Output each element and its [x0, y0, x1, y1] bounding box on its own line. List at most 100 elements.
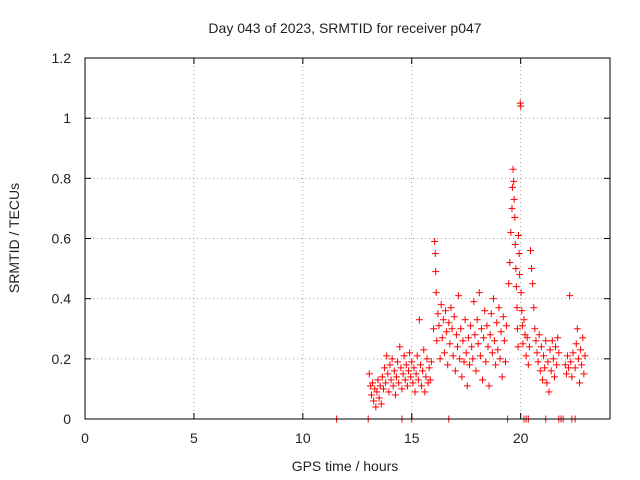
- data-point: [383, 352, 391, 360]
- data-point: [505, 280, 513, 288]
- data-point: [510, 195, 518, 203]
- data-point: [390, 367, 398, 375]
- data-point: [515, 231, 523, 239]
- data-point: [432, 289, 440, 297]
- data-point: [464, 334, 472, 342]
- data-point: [455, 292, 463, 300]
- data-point: [375, 394, 383, 402]
- data-point: [569, 349, 577, 357]
- data-point: [532, 337, 540, 345]
- data-point: [439, 316, 447, 324]
- data-point: [548, 337, 556, 345]
- data-point: [511, 213, 519, 221]
- data-point: [513, 304, 521, 312]
- data-point: [387, 376, 395, 384]
- data-point: [580, 370, 588, 378]
- data-point: [492, 361, 500, 369]
- data-point: [517, 102, 525, 110]
- data-point: [414, 376, 422, 384]
- data-point: [378, 373, 386, 381]
- y-tick-label: 0: [63, 411, 71, 427]
- data-point: [503, 322, 511, 330]
- data-point: [454, 343, 462, 351]
- data-point: [542, 337, 550, 345]
- data-point: [367, 391, 375, 399]
- data-point: [457, 325, 465, 333]
- data-point: [446, 340, 454, 348]
- y-tick-label: 0.8: [52, 170, 72, 186]
- data-point: [395, 379, 403, 387]
- data-point: [412, 370, 420, 378]
- data-point: [550, 373, 558, 381]
- data-point: [473, 316, 481, 324]
- data-point: [562, 370, 570, 378]
- data-point: [468, 343, 476, 351]
- data-point: [497, 328, 505, 336]
- data-point: [529, 280, 537, 288]
- data-point: [406, 349, 414, 357]
- data-point: [440, 349, 448, 357]
- data-point: [540, 352, 548, 360]
- data-point: [379, 385, 387, 393]
- data-point: [388, 355, 396, 363]
- data-point: [389, 382, 397, 390]
- data-point: [430, 325, 438, 333]
- data-point: [486, 331, 494, 339]
- y-tick-label: 0.4: [52, 291, 72, 307]
- data-point: [509, 165, 517, 173]
- x-axis-label: GPS time / hours: [292, 458, 399, 474]
- data-point: [555, 349, 563, 357]
- data-point: [409, 379, 417, 387]
- data-point: [533, 349, 541, 357]
- data-point: [443, 328, 451, 336]
- data-point: [480, 334, 488, 342]
- data-point: [471, 331, 479, 339]
- data-point: [411, 388, 419, 396]
- data-point: [526, 247, 534, 255]
- data-point: [462, 349, 470, 357]
- data-point: [523, 334, 531, 342]
- data-point: [425, 364, 433, 372]
- data-point: [494, 346, 502, 354]
- data-point: [444, 361, 452, 369]
- data-point: [571, 364, 579, 372]
- data-points: [333, 99, 589, 423]
- data-point: [401, 376, 409, 384]
- data-point: [567, 358, 575, 366]
- data-point: [452, 331, 460, 339]
- data-point: [512, 283, 520, 291]
- data-point: [460, 358, 468, 366]
- data-point: [370, 397, 378, 405]
- data-point: [572, 340, 580, 348]
- data-point: [564, 352, 572, 360]
- data-point: [448, 325, 456, 333]
- data-point: [581, 352, 589, 360]
- data-point: [451, 367, 459, 375]
- data-point: [545, 388, 553, 396]
- x-tick-label: 0: [81, 430, 89, 446]
- data-point: [520, 316, 528, 324]
- data-point: [404, 367, 412, 375]
- data-point: [510, 177, 518, 185]
- data-point: [488, 349, 496, 357]
- data-point: [554, 334, 562, 342]
- data-point: [475, 289, 483, 297]
- data-point: [537, 343, 545, 351]
- data-point: [517, 289, 525, 297]
- data-point: [508, 183, 516, 191]
- data-point: [456, 355, 464, 363]
- gridlines: [85, 58, 610, 419]
- data-point: [467, 322, 475, 330]
- data-point: [384, 370, 392, 378]
- data-point: [565, 364, 573, 372]
- data-point: [407, 373, 415, 381]
- data-point: [476, 352, 484, 360]
- data-point: [482, 358, 490, 366]
- data-point: [543, 379, 551, 387]
- data-point: [528, 265, 536, 273]
- data-point: [495, 304, 503, 312]
- data-point: [449, 352, 457, 360]
- data-point: [518, 322, 526, 330]
- data-point: [413, 352, 421, 360]
